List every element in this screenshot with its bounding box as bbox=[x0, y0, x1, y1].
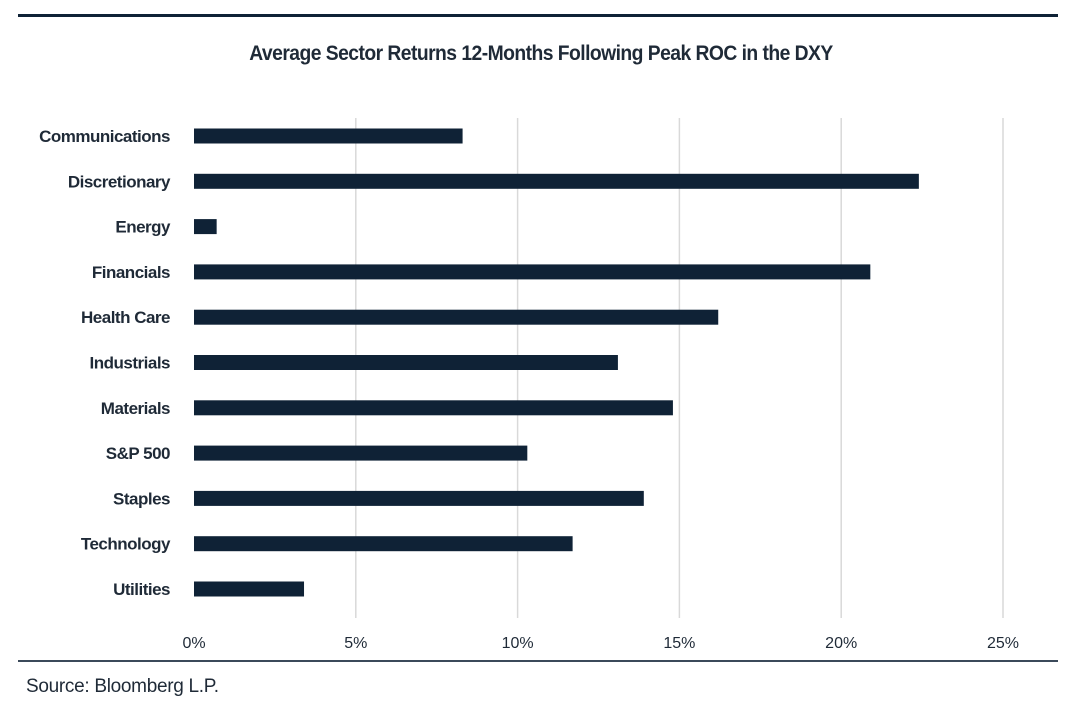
x-tick-label: 5% bbox=[344, 635, 367, 652]
x-tick-label: 25% bbox=[987, 635, 1019, 652]
x-tick-labels: 0% 5% 10% 15% 20% 25% bbox=[182, 635, 1019, 652]
chart-title: Average Sector Returns 12-Months Followi… bbox=[249, 42, 833, 65]
bars bbox=[194, 128, 919, 597]
category-label: Health Care bbox=[81, 308, 170, 327]
bar bbox=[194, 264, 871, 280]
category-label: S&P 500 bbox=[106, 444, 170, 463]
bar bbox=[194, 490, 644, 506]
bar bbox=[194, 219, 217, 235]
bar bbox=[194, 309, 719, 325]
bar bbox=[194, 581, 305, 597]
bar bbox=[194, 536, 573, 552]
bar bbox=[194, 445, 528, 461]
x-tick-label: 0% bbox=[182, 635, 205, 652]
category-labels: Communications Discretionary Energy Financi… bbox=[39, 127, 171, 599]
top-rule bbox=[18, 14, 1058, 17]
category-label: Materials bbox=[101, 399, 170, 418]
category-label: Discretionary bbox=[68, 172, 171, 191]
category-label: Financials bbox=[92, 263, 170, 282]
category-label: Utilities bbox=[113, 580, 170, 599]
source-note: Source: Bloomberg L.P. bbox=[26, 676, 219, 697]
x-tick-label: 10% bbox=[502, 635, 534, 652]
category-label: Technology bbox=[81, 535, 171, 554]
x-tick-label: 20% bbox=[825, 635, 857, 652]
category-label: Energy bbox=[115, 218, 171, 237]
bar bbox=[194, 128, 463, 144]
bar bbox=[194, 355, 618, 370]
bar bbox=[194, 400, 673, 416]
bar bbox=[194, 173, 919, 189]
category-label: Industrials bbox=[90, 354, 171, 373]
x-tick-label: 15% bbox=[663, 635, 695, 652]
category-label: Staples bbox=[113, 489, 170, 508]
bottom-rule bbox=[18, 660, 1058, 662]
category-label: Communications bbox=[39, 127, 170, 146]
